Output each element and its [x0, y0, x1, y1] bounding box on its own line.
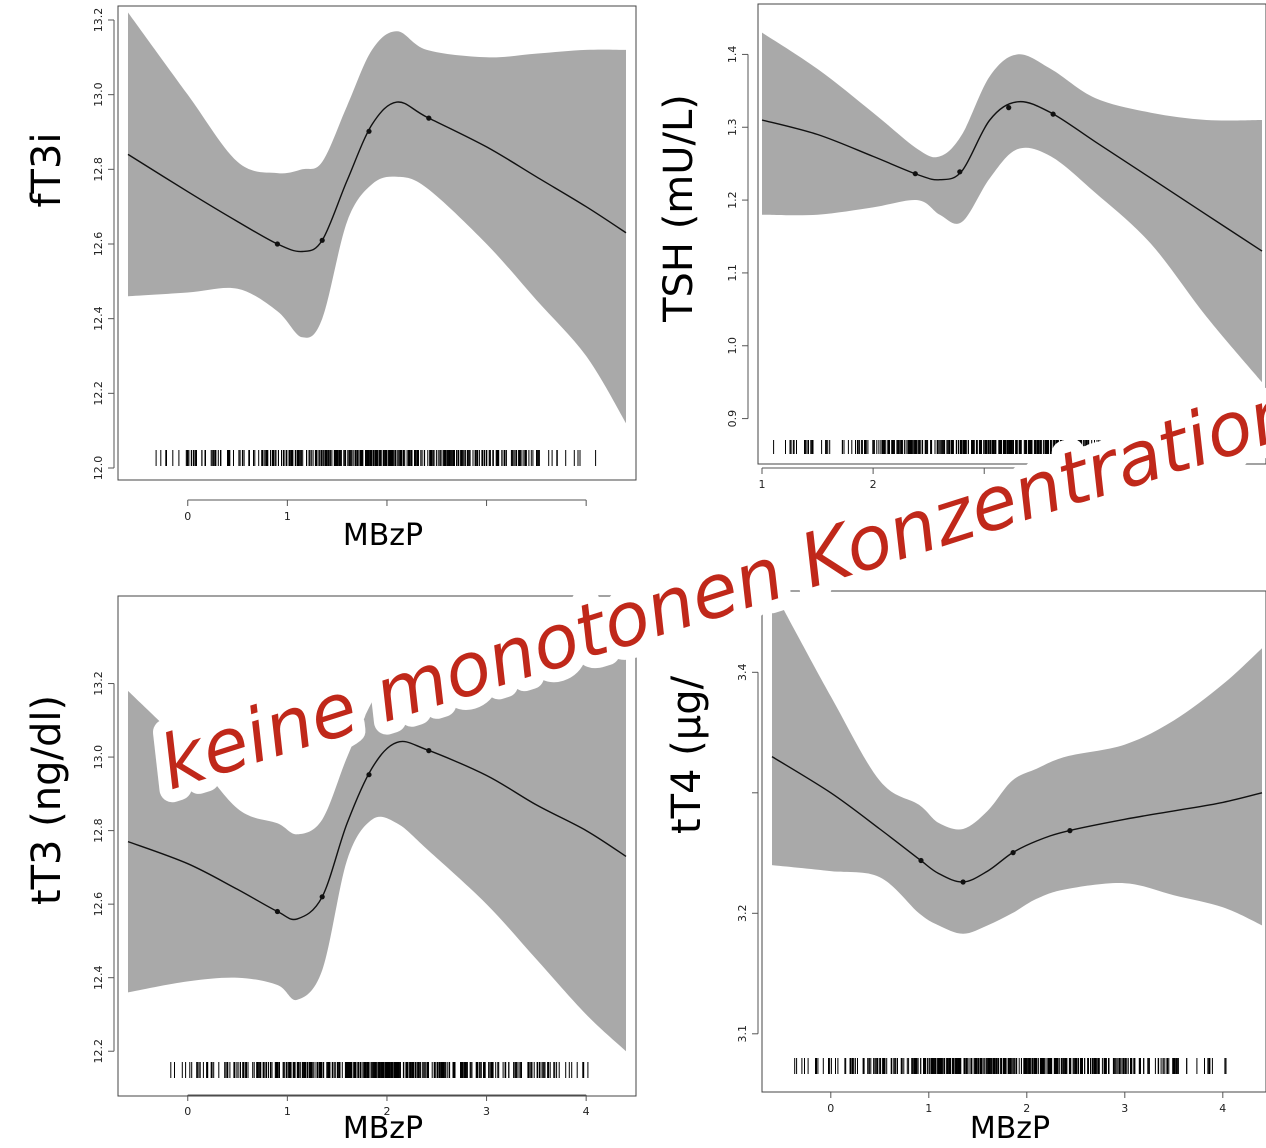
- y-tick-label: 12.4: [92, 965, 105, 990]
- y-tick-label: 13.2: [92, 8, 105, 33]
- axis-layer: 12.2 12.4 12.6 12.8 13.0 13.2 0 1 2 3 4: [92, 671, 590, 1118]
- y-tick-label: 13.2: [92, 671, 105, 696]
- panel-ft3i-mbzp: 12.0 12.2 12.4 12.6 12.8 13.0 13.2 0 1 fT3i MBzP: [24, 5, 637, 553]
- x-tick-label: 2: [1023, 1102, 1030, 1115]
- plot-frame: [117, 595, 637, 1097]
- axis-layer: 0.9 1.0 1.1 1.2 1.3 1.4 1 2 3 4: [726, 46, 1099, 491]
- y-axis-label: tT3 (ng/dl): [24, 695, 70, 905]
- confidence-band: [128, 12, 626, 424]
- curve-point: [960, 879, 966, 885]
- y-axis-label: fT3i: [24, 132, 70, 207]
- fitted-curve: [771, 756, 1263, 883]
- fitted-curve: [127, 740, 627, 921]
- y-tick-label: 12.8: [92, 157, 105, 182]
- curve-point: [274, 241, 280, 247]
- x-tick-label: 3: [483, 1105, 490, 1118]
- x-tick-label: 4: [1092, 478, 1099, 491]
- x-tick-label: 2: [383, 1105, 390, 1118]
- curve-point: [319, 894, 325, 900]
- curve-point: [426, 115, 432, 121]
- confidence-band-layer: [772, 587, 1262, 934]
- y-tick-label: 12.6: [92, 892, 105, 917]
- curve-layer: [771, 756, 1263, 885]
- plot-frame: [117, 5, 637, 481]
- axis-layer: 3.1 3.2 3.4 0 1 2 3 4: [736, 664, 1226, 1115]
- x-tick-label: 1: [284, 1105, 291, 1118]
- x-tick-label: 1: [925, 1102, 932, 1115]
- x-tick-label: 3: [981, 478, 988, 491]
- x-axis-label: MBzP: [970, 1111, 1050, 1146]
- y-tick-label: 13.0: [92, 82, 105, 107]
- confidence-band-layer: [762, 32, 1262, 383]
- rug-layer: [155, 450, 597, 466]
- curve-point: [366, 128, 372, 134]
- x-tick-label: 3: [1121, 1102, 1128, 1115]
- x-tick-label: 1: [759, 478, 766, 491]
- x-axis-label: MnBP: [911, 518, 995, 553]
- curve-point: [1067, 828, 1073, 834]
- curve-point: [1010, 850, 1016, 856]
- y-tick-label: 12.2: [92, 1039, 105, 1064]
- y-tick-label: 3.4: [736, 664, 749, 682]
- x-tick-label: 0: [184, 1105, 191, 1118]
- plot-frame: [757, 3, 1266, 465]
- y-tick-label: 0.9: [726, 410, 739, 428]
- y-tick-label: 12.0: [92, 456, 105, 481]
- y-tick-label: 3.2: [736, 905, 749, 923]
- confidence-band: [772, 587, 1262, 934]
- y-tick-label: 1.1: [726, 264, 739, 282]
- y-tick-label: 1.0: [726, 337, 739, 355]
- x-tick-label: 1: [284, 510, 291, 523]
- curve-point: [426, 748, 432, 754]
- panel-tsh-mnbp: 0.9 1.0 1.1 1.2 1.3 1.4 1 2 3 4 TSH (mU/L) MnBP: [656, 3, 1266, 553]
- confidence-band: [762, 32, 1262, 383]
- x-tick-label: 4: [583, 1105, 590, 1118]
- y-tick-label: 13.0: [92, 745, 105, 770]
- rug-layer: [773, 440, 1233, 454]
- x-tick-label: 0: [827, 1102, 834, 1115]
- x-tick-label: 0: [184, 510, 191, 523]
- x-axis-label: MBzP: [343, 518, 423, 553]
- y-tick-label: 1.3: [726, 119, 739, 137]
- y-tick-label: 12.2: [92, 381, 105, 406]
- curve-layer: [127, 740, 627, 921]
- y-tick-label: 1.4: [726, 46, 739, 64]
- curve-layer: [127, 101, 627, 253]
- y-tick-label: 1.2: [726, 191, 739, 209]
- x-axis-label: MBzP: [343, 1111, 423, 1146]
- y-axis-label: TSH (mU/L): [656, 94, 702, 323]
- y-tick-label: 3.1: [736, 1025, 749, 1043]
- y-tick-label: 12.6: [92, 232, 105, 257]
- confidence-band-layer: [128, 632, 626, 1052]
- rug-layer: [794, 1058, 1227, 1074]
- confidence-band-layer: [128, 12, 626, 424]
- y-axis-label: tT4 (μg/: [664, 675, 710, 834]
- curve-point: [1050, 111, 1056, 117]
- curve-layer: [761, 100, 1263, 252]
- fitted-curve: [761, 100, 1263, 252]
- rug-layer: [170, 1062, 589, 1078]
- panel-tt3-mbzp: 12.2 12.4 12.6 12.8 13.0 13.2 0 1 2 3 4 tT3 (ng/dl…: [24, 595, 637, 1146]
- curve-point: [912, 171, 918, 177]
- curve-point: [918, 857, 924, 864]
- y-tick-label: 12.4: [92, 306, 105, 331]
- fitted-curve: [127, 101, 627, 253]
- axis-layer: 12.0 12.2 12.4 12.6 12.8 13.0 13.2 0 1: [92, 8, 587, 523]
- x-tick-label: 4: [1219, 1102, 1226, 1115]
- curve-point: [957, 169, 963, 175]
- panel-tt4-mbzp: 3.1 3.2 3.4 0 1 2 3 4 tT4 (μg/ MBzP: [664, 587, 1266, 1146]
- curve-point: [366, 772, 372, 778]
- curve-point: [1006, 105, 1012, 111]
- curve-point: [274, 908, 280, 915]
- confidence-band: [128, 632, 626, 1052]
- y-tick-label: 12.8: [92, 818, 105, 843]
- curve-point: [319, 237, 325, 243]
- x-tick-label: 2: [870, 478, 877, 491]
